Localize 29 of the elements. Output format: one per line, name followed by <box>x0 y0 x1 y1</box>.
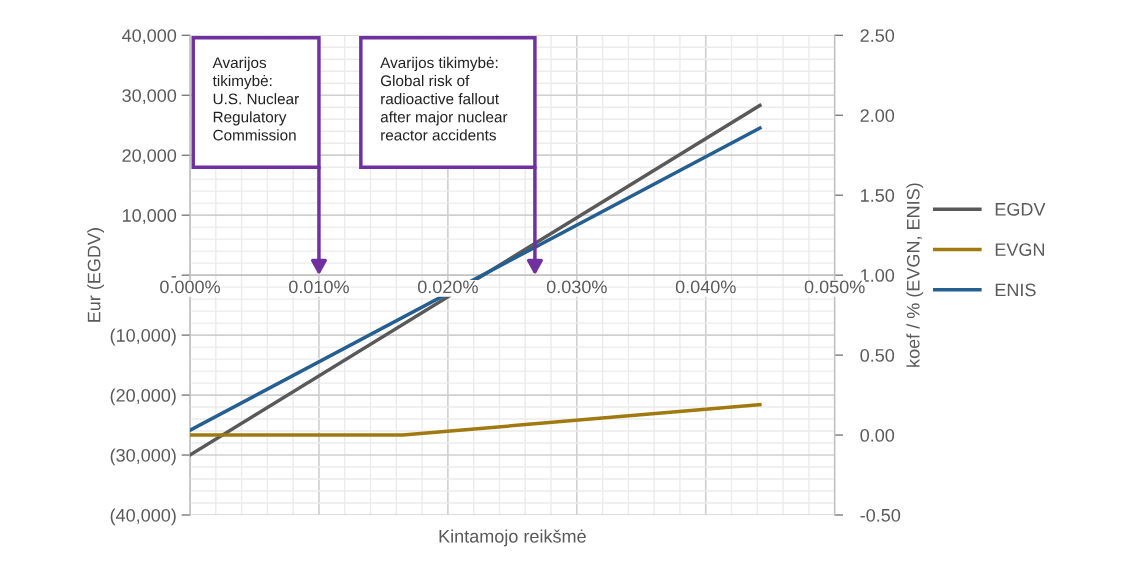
y2-axis-title: koef / % (EVGN, ENIS) <box>906 183 924 367</box>
y2-tick-label: 2.50 <box>860 29 895 42</box>
x-tick-label: 0.010% <box>289 280 349 294</box>
x-axis-title: Kintamojo reikšmė <box>439 529 586 547</box>
y2-tick-label: 1.50 <box>861 189 895 202</box>
y-axis-title: Eur (EGDV) <box>87 228 105 322</box>
annotation: Avarijos tikimybė: U.S. Nuclear Regulatory Commission <box>212 56 299 141</box>
x-tick-label: 0.050% <box>804 280 865 294</box>
legend-label: EGDV <box>995 202 1046 216</box>
legend-label: EVGN <box>995 243 1045 256</box>
y-tick-label: (30,000) <box>110 448 176 466</box>
y2-tick-label: 0.00 <box>860 428 895 442</box>
annotation: Avarijos tikimybė: Global risk of radioactive fallout after major nuclear reactor accidents <box>380 56 508 141</box>
y-tick-label: - <box>171 276 177 278</box>
y-tick-label: 40,000 <box>122 29 177 45</box>
x-tick-label: 0.020% <box>417 280 478 294</box>
y-tick-label: (40,000) <box>110 508 176 526</box>
y2-tick-label: -0.50 <box>860 508 901 522</box>
y2-tick-label: 2.00 <box>860 109 895 122</box>
y-tick-label: (20,000) <box>110 388 176 406</box>
x-tick-label: 0.040% <box>675 280 736 294</box>
y-tick-label: 30,000 <box>122 89 177 105</box>
y-tick-label: 20,000 <box>122 149 177 165</box>
x-tick-label: 0.030% <box>546 280 607 294</box>
legend-label: ENIS <box>995 283 1036 297</box>
y-tick-label: (10,000) <box>110 328 176 346</box>
y2-tick-label: 0.50 <box>860 349 895 362</box>
y-tick-label: 10,000 <box>122 209 177 225</box>
x-tick-label: 0.000% <box>160 280 220 294</box>
